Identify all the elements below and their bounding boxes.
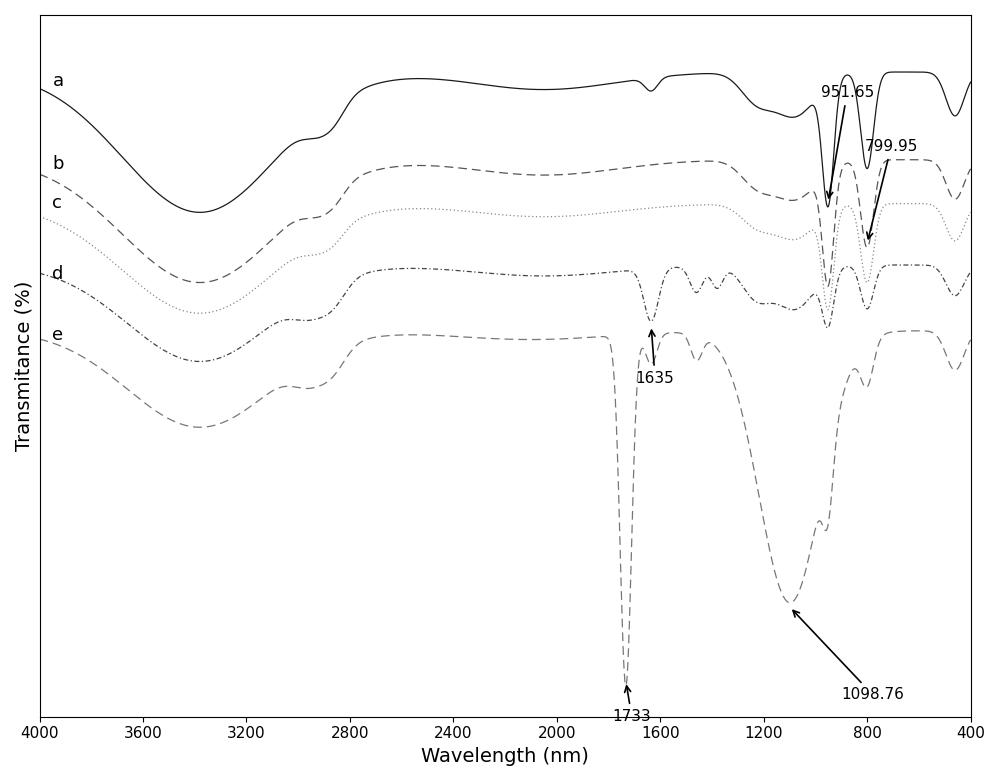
Text: 799.95: 799.95	[865, 139, 918, 239]
Text: 951.65: 951.65	[821, 85, 874, 198]
Text: a: a	[52, 72, 64, 90]
Text: 1635: 1635	[636, 330, 674, 386]
Text: e: e	[52, 326, 64, 344]
Text: d: d	[52, 265, 64, 283]
Text: 1098.76: 1098.76	[793, 611, 904, 702]
X-axis label: Wavelength (nm): Wavelength (nm)	[421, 747, 589, 766]
Text: 1733: 1733	[612, 686, 651, 724]
Text: b: b	[52, 155, 64, 173]
Text: c: c	[52, 194, 62, 212]
Y-axis label: Transmitance (%): Transmitance (%)	[15, 280, 34, 451]
